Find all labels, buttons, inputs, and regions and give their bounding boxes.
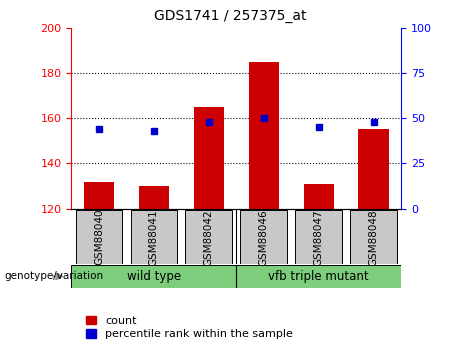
Bar (248, 61, 279, 209)
Bar (240, 210, 287, 264)
Text: GSM88040: GSM88040 (94, 209, 104, 265)
Text: GSM88042: GSM88042 (204, 209, 214, 266)
Text: vfb triple mutant: vfb triple mutant (268, 270, 369, 283)
Text: genotype/variation: genotype/variation (5, 272, 104, 281)
Text: GSM88041: GSM88041 (149, 209, 159, 266)
Bar (84, 181, 114, 209)
Bar (194, 107, 224, 209)
Text: wild type: wild type (127, 270, 181, 283)
Bar (185, 210, 232, 264)
Bar (139, 186, 169, 209)
Bar (130, 210, 177, 264)
Text: GDS1741 / 257375_at: GDS1741 / 257375_at (154, 9, 307, 23)
Bar (296, 210, 342, 264)
Legend: count, percentile rank within the sample: count, percentile rank within the sample (86, 316, 293, 339)
Bar (71, 265, 236, 288)
Bar (359, 129, 389, 209)
Text: GSM88048: GSM88048 (369, 209, 378, 266)
Bar (76, 210, 122, 264)
Bar (303, 184, 334, 209)
Text: GSM88047: GSM88047 (313, 209, 324, 266)
Text: GSM88046: GSM88046 (259, 209, 269, 266)
Bar (236, 265, 401, 288)
Bar (350, 210, 397, 264)
